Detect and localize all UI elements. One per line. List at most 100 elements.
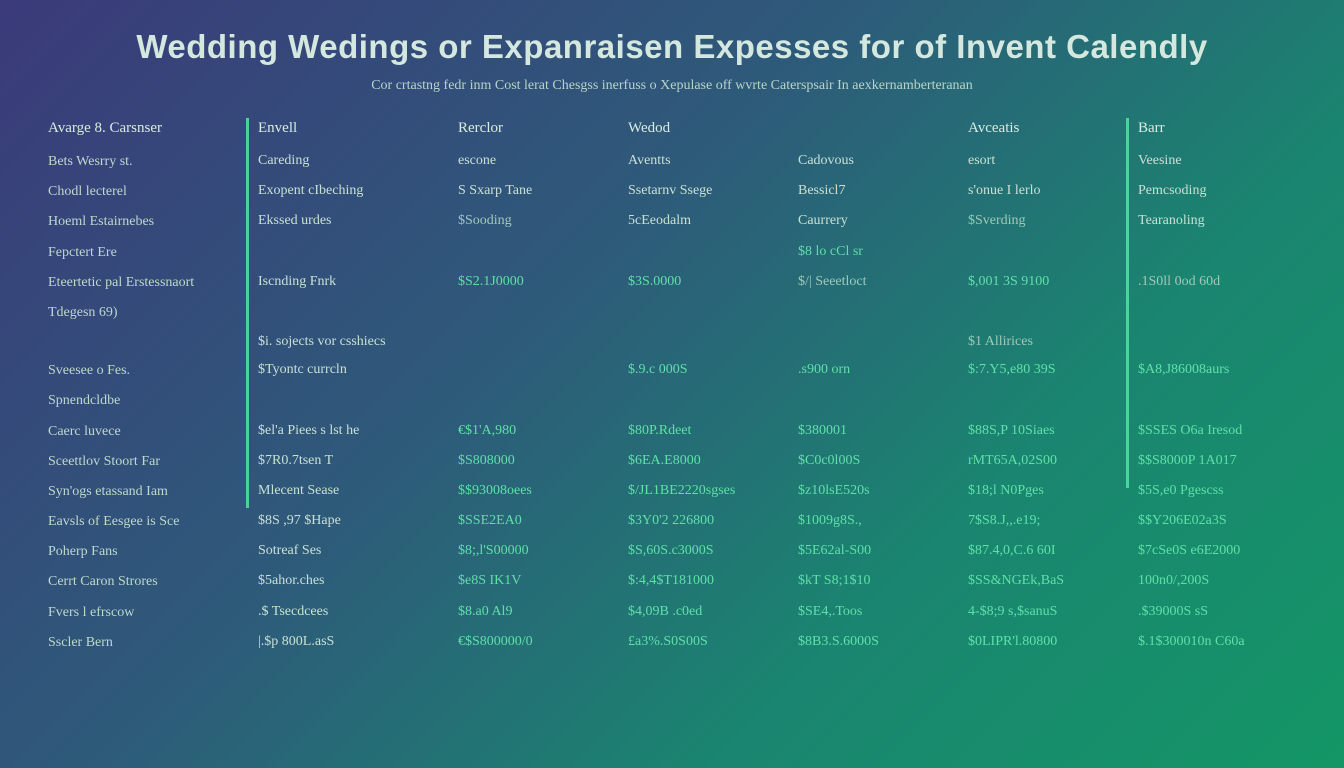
table-cell <box>1130 298 1300 328</box>
page-subtitle: Cor crtastng fedr inm Cost lerat Chesgss… <box>40 78 1304 94</box>
table-cell <box>960 298 1130 328</box>
table-cell: .$39000S sS <box>1130 598 1300 628</box>
table-cell: $7R0.7tsen T <box>250 447 450 477</box>
table-cell <box>960 238 1130 268</box>
table-cell: Iscnding Fnrk <box>250 268 450 298</box>
col-header-2: Rerclor <box>450 112 620 147</box>
expense-table: Avarge 8. Carsnser Envell Rerclor Wedod … <box>40 112 1304 658</box>
table-cell: $$Y206E02a3S <box>1130 507 1300 537</box>
table-row: Sscler Bern <box>40 628 250 658</box>
table-cell: $A8,J86008aurs <box>1130 356 1300 386</box>
table-cell: $Sverding <box>960 207 1130 237</box>
table-cell <box>790 298 960 328</box>
col-header-6: Barr <box>1130 112 1300 147</box>
table-cell: escone <box>450 147 620 177</box>
table-cell: 5cEeodalm <box>620 207 790 237</box>
table-cell: $18;l N0Pges <box>960 477 1130 507</box>
table-cell: $el'a Piees s lst he <box>250 417 450 447</box>
table-row: Spnendcldbe <box>40 386 250 416</box>
table-cell: $S808000 <box>450 447 620 477</box>
table-cell <box>620 386 790 416</box>
table-cell: $$93008oees <box>450 477 620 507</box>
table-row: Syn'ogs etassand Iam <box>40 477 250 507</box>
table-cell: 7$S8.J,,.e19; <box>960 507 1130 537</box>
table-cell: $:4,4$T181000 <box>620 567 790 597</box>
table-cell: $C0c0l00S <box>790 447 960 477</box>
table-cell: $3S.0000 <box>620 268 790 298</box>
table-cell <box>1130 238 1300 268</box>
table-cell <box>1130 386 1300 416</box>
table-cell <box>250 386 450 416</box>
table-row: Eavsls of Eesgee is Sce <box>40 507 250 537</box>
table-cell: $8S ,97 $Hape <box>250 507 450 537</box>
table-cell: $5S,e0 Pgescss <box>1130 477 1300 507</box>
table-row: Fvers l efrscow <box>40 598 250 628</box>
table-cell: $e8S IK1V <box>450 567 620 597</box>
table-cell <box>450 356 620 386</box>
table-row: Sveesee o Fes. <box>40 356 250 386</box>
table-cell: Caurrery <box>790 207 960 237</box>
table-cell: $/| Seeetloct <box>790 268 960 298</box>
table-row: Bets Wesrry st. <box>40 147 250 177</box>
table-cell: $SSE2EA0 <box>450 507 620 537</box>
table-cell: $1009g8S., <box>790 507 960 537</box>
col-header-4 <box>790 112 960 147</box>
page-title: Wedding Wedings or Expanraisen Expesses … <box>40 28 1304 66</box>
divider-right <box>1126 118 1129 488</box>
table-cell <box>620 298 790 328</box>
table-cell <box>1130 328 1300 356</box>
table-cell: Bessicl7 <box>790 177 960 207</box>
table-cell: $380001 <box>790 417 960 447</box>
table-cell: s'onue I lerlo <box>960 177 1130 207</box>
table-row: Poherp Fans <box>40 537 250 567</box>
table-cell: $SE4,.Toos <box>790 598 960 628</box>
table-cell: $5ahor.ches <box>250 567 450 597</box>
table-row: Fepctert Ere <box>40 238 250 268</box>
table-row: Caerc luvece <box>40 417 250 447</box>
table-cell: $4,09B .c0ed <box>620 598 790 628</box>
table-cell: $87.4,0,C.6 60I <box>960 537 1130 567</box>
table-cell: $:7.Y5,e80 39S <box>960 356 1130 386</box>
table-cell: $/JL1BE2220sgses <box>620 477 790 507</box>
table-cell: $.9.c 000S <box>620 356 790 386</box>
table-cell <box>250 298 450 328</box>
table-cell: 100n0/,200S <box>1130 567 1300 597</box>
table-cell: .1S0ll 0od 60d <box>1130 268 1300 298</box>
divider-left <box>246 118 249 508</box>
table-cell: $.1$300010n C60a <box>1130 628 1300 658</box>
table-cell: $SS&NGEk,BaS <box>960 567 1130 597</box>
table-cell: Pemcsoding <box>1130 177 1300 207</box>
table-cell <box>620 238 790 268</box>
table-row: Chodl lecterel <box>40 177 250 207</box>
table-cell: |.$p 800L.asS <box>250 628 450 658</box>
table-cell: Cadovous <box>790 147 960 177</box>
table-cell: €$S800000/0 <box>450 628 620 658</box>
table-cell: £a3%.S0S00S <box>620 628 790 658</box>
table-cell: Exopent cIbeching <box>250 177 450 207</box>
table-cell: $$S8000P 1A017 <box>1130 447 1300 477</box>
table-cell <box>790 386 960 416</box>
table-cell <box>450 238 620 268</box>
table-cell: 4-$8;9 s,$sanuS <box>960 598 1130 628</box>
table-cell: $8;,l'S00000 <box>450 537 620 567</box>
table-cell: Ssetarnv Ssege <box>620 177 790 207</box>
table-row: Sceettlov Stoort Far <box>40 447 250 477</box>
table-cell: Sotreaf Ses <box>250 537 450 567</box>
table-cell: $1 Allirices <box>960 328 1130 356</box>
table-cell: Tearanoling <box>1130 207 1300 237</box>
table-row: Eteertetic pal Erstessnaort <box>40 268 250 298</box>
table-cell <box>790 328 960 356</box>
table-cell: $SSES O6a Iresod <box>1130 417 1300 447</box>
table-cell: $S2.1J0000 <box>450 268 620 298</box>
table-cell: Mlecent Sease <box>250 477 450 507</box>
table-cell: €$1'A,980 <box>450 417 620 447</box>
table-cell: Careding <box>250 147 450 177</box>
table-cell: $7cSe0S e6E2000 <box>1130 537 1300 567</box>
table-cell: $S,60S.c3000S <box>620 537 790 567</box>
table-cell: $z10lsE520s <box>790 477 960 507</box>
table-cell <box>450 298 620 328</box>
table-cell: $8 lo cCl sr <box>790 238 960 268</box>
table-cell: .$ Tsecdcees <box>250 598 450 628</box>
table-cell: S Sxarp Tane <box>450 177 620 207</box>
table-cell: $Tyontc currcln <box>250 356 450 386</box>
